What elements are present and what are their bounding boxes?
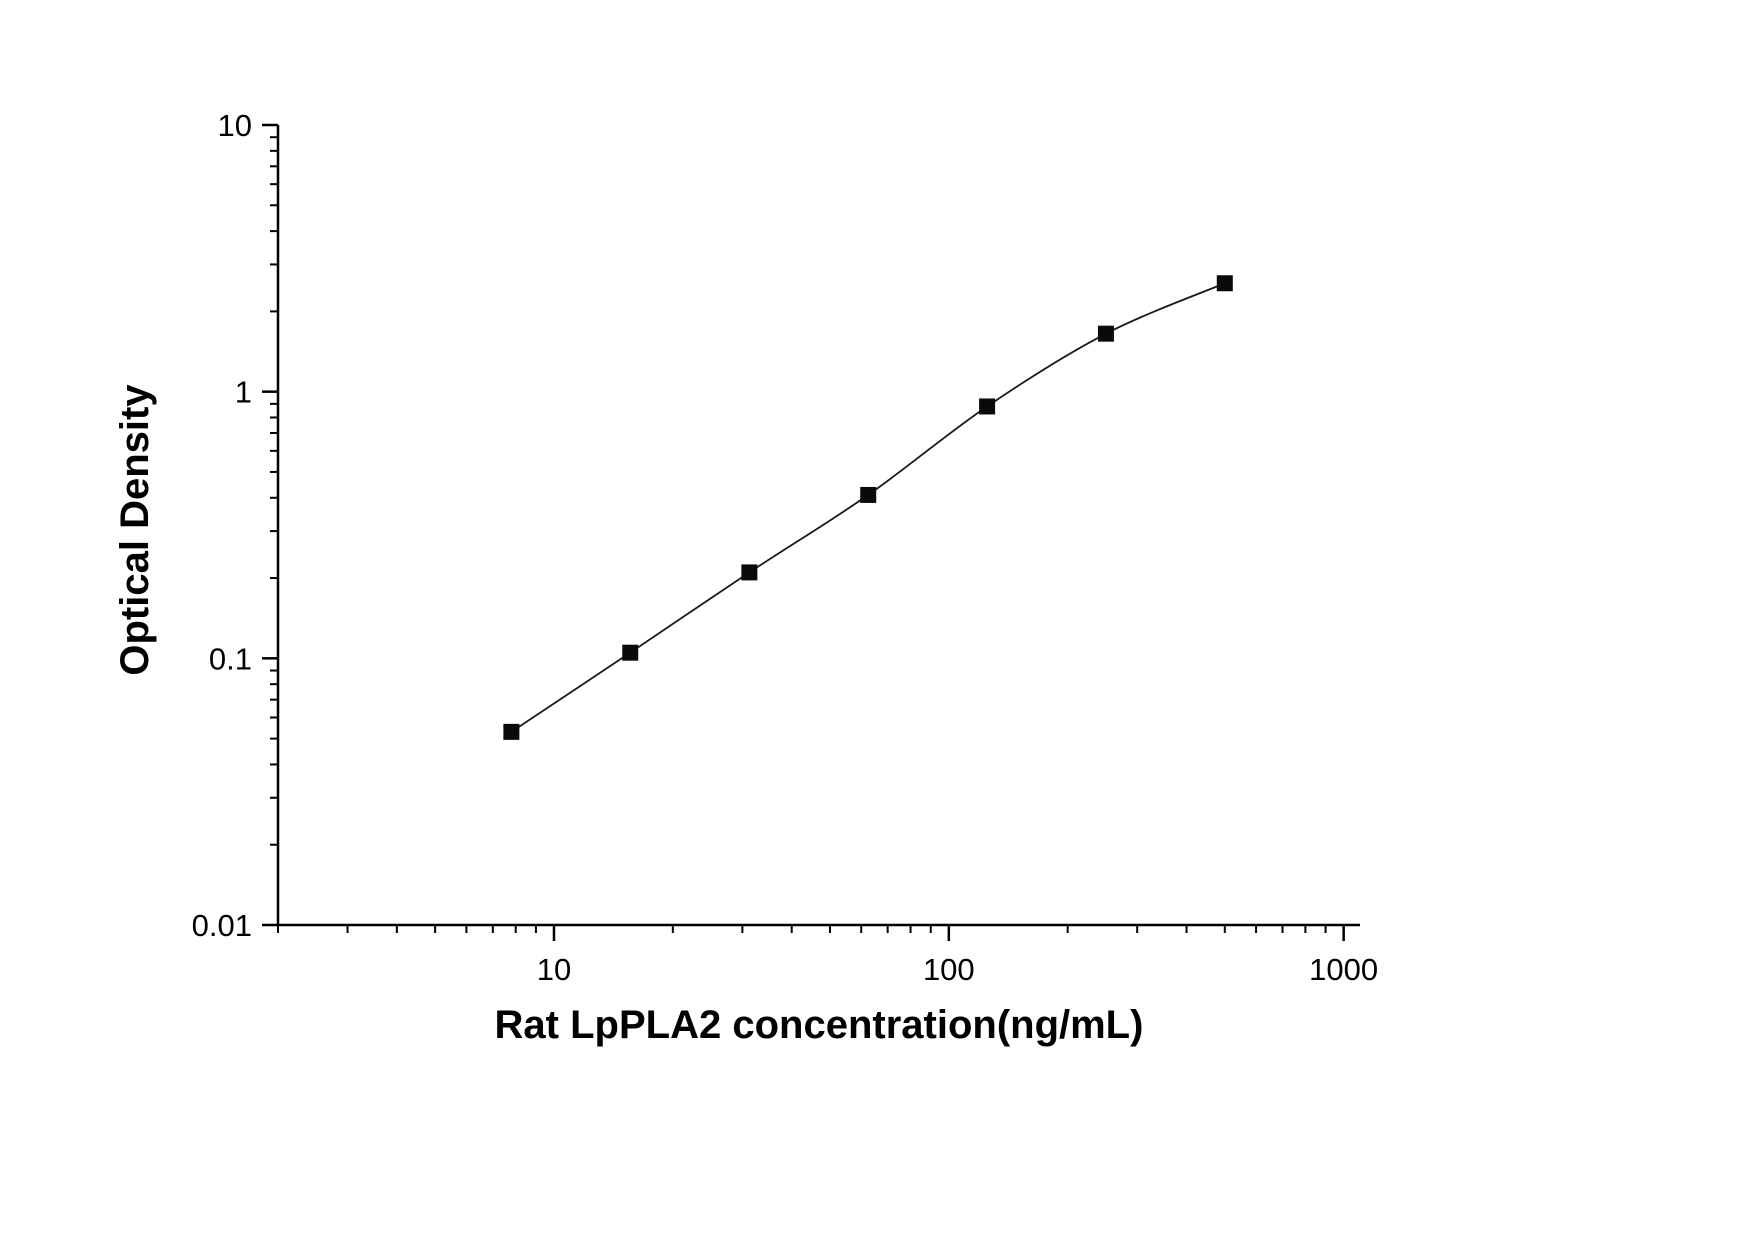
fit-curve bbox=[510, 282, 1226, 733]
y-axis-title: Optical Density bbox=[113, 384, 157, 676]
data-point-marker bbox=[1097, 325, 1114, 342]
x-tick-label: 1000 bbox=[1309, 952, 1378, 987]
x-tick-label: 100 bbox=[923, 952, 975, 987]
x-tick-label: 10 bbox=[537, 952, 571, 987]
data-point-marker bbox=[741, 564, 758, 581]
data-point-marker bbox=[860, 486, 877, 503]
data-point-marker bbox=[1216, 275, 1233, 292]
data-points bbox=[503, 275, 1233, 740]
y-tick-label: 0.01 bbox=[192, 908, 252, 943]
y-tick-label: 0.1 bbox=[209, 641, 252, 676]
axis-lines bbox=[276, 125, 1360, 927]
y-tick-label: 1 bbox=[235, 375, 252, 410]
plot-area: 10 100 1000 0.01 0.1 1 10 bbox=[192, 108, 1378, 987]
data-point-marker bbox=[979, 398, 996, 415]
x-axis-title: Rat LpPLA2 concentration(ng/mL) bbox=[495, 1003, 1144, 1047]
x-axis: 10 100 1000 bbox=[277, 925, 1378, 987]
data-point-marker bbox=[503, 723, 520, 740]
data-point-marker bbox=[622, 644, 639, 661]
y-tick-label: 10 bbox=[218, 108, 252, 143]
y-axis: 0.01 0.1 1 10 bbox=[192, 108, 278, 943]
